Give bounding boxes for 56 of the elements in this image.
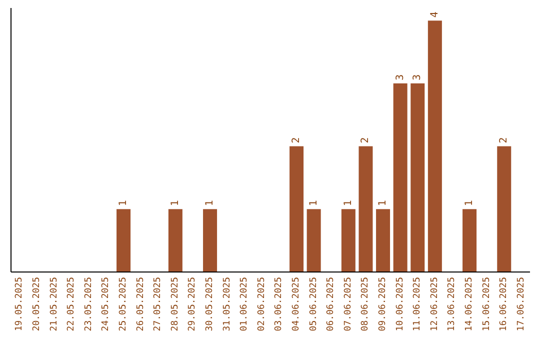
x-tick-label: 04.06.2025 — [291, 277, 302, 332]
x-tick-label: 14.06.2025 — [464, 277, 474, 332]
bar — [358, 146, 373, 272]
data-label: 1 — [118, 200, 130, 206]
x-tick-label: 23.05.2025 — [84, 277, 94, 332]
x-tick-label: 07.06.2025 — [343, 277, 354, 332]
x-tick-label: 11.06.2025 — [412, 277, 423, 332]
x-tick-label: 27.05.2025 — [153, 277, 164, 332]
x-tick-label: 13.06.2025 — [447, 277, 458, 332]
bar — [376, 209, 390, 272]
data-label: 1 — [308, 200, 320, 206]
data-label: 2 — [498, 137, 510, 144]
x-tick-label: 17.06.2025 — [516, 277, 526, 332]
x-tick-label: 28.05.2025 — [170, 277, 180, 332]
data-label: 3 — [412, 74, 424, 80]
bar — [393, 83, 408, 272]
data-label: 1 — [342, 200, 354, 206]
data-label: 1 — [204, 200, 216, 206]
x-tick-label: 22.05.2025 — [66, 277, 77, 332]
x-tick-label: 15.06.2025 — [482, 277, 492, 332]
bar — [168, 209, 182, 272]
x-tick-label: 12.06.2025 — [430, 277, 440, 332]
x-tick-label: 09.06.2025 — [378, 277, 388, 332]
data-label: 1 — [378, 200, 389, 206]
x-tick-label: 06.06.2025 — [326, 277, 336, 332]
x-tick-label: 05.06.2025 — [308, 277, 319, 332]
x-tick-label: 20.05.2025 — [32, 277, 42, 332]
x-tick-label: 01.06.2025 — [240, 277, 250, 332]
x-tick-label: 25.05.2025 — [118, 277, 128, 332]
data-label: 1 — [170, 200, 181, 206]
x-tick-label: 02.06.2025 — [256, 277, 267, 332]
bar — [290, 146, 304, 272]
x-tick-label: 08.06.2025 — [360, 277, 371, 332]
bar — [410, 83, 425, 272]
x-tick-label: 21.05.2025 — [49, 277, 60, 332]
x-tick-label: 03.06.2025 — [274, 277, 284, 332]
data-label: 2 — [360, 137, 372, 144]
x-tick-label: 30.05.2025 — [204, 277, 215, 332]
bar — [203, 209, 218, 272]
data-label: 3 — [394, 74, 406, 80]
x-tick-label: 31.05.2025 — [222, 277, 232, 332]
data-label: 4 — [429, 12, 440, 18]
bar — [341, 209, 356, 272]
bar — [497, 146, 512, 272]
data-label: 2 — [291, 137, 302, 144]
x-tick-label: 26.05.2025 — [136, 277, 146, 332]
x-tick-label: 19.05.2025 — [14, 277, 25, 332]
bar — [428, 20, 442, 272]
x-tick-label: 29.05.2025 — [188, 277, 198, 332]
bar — [306, 209, 321, 272]
x-tick-label: 16.06.2025 — [499, 277, 510, 332]
bar — [116, 209, 131, 272]
x-tick-label: 24.05.2025 — [101, 277, 112, 332]
bar — [462, 209, 477, 272]
data-label: 1 — [464, 200, 476, 206]
x-tick-label: 10.06.2025 — [395, 277, 406, 332]
